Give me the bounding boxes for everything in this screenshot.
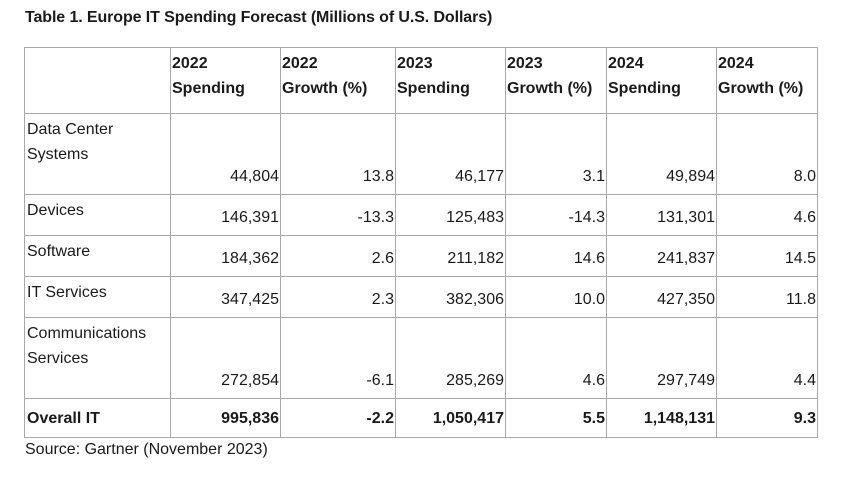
cell-value: 125,483 xyxy=(395,194,506,236)
table-row-it-services: IT Services 347,425 2.3 382,306 10.0 427… xyxy=(24,276,818,318)
cell-value: 347,425 xyxy=(170,276,281,318)
cell-value: 11.8 xyxy=(716,276,818,318)
row-label: Overall IT xyxy=(24,398,171,438)
row-label: Communications Services xyxy=(24,317,171,399)
row-label: Devices xyxy=(24,194,171,236)
col-header-2022-spending: 2022 Spending xyxy=(170,47,281,114)
table-row-software: Software 184,362 2.6 211,182 14.6 241,83… xyxy=(24,235,818,277)
table-row-communications-services: Communications Services 272,854 -6.1 285,… xyxy=(24,317,818,399)
table-row-devices: Devices 146,391 -13.3 125,483 -14.3 131,… xyxy=(24,194,818,236)
table-title: Table 1. Europe IT Spending Forecast (Mi… xyxy=(25,9,493,26)
source-note: Source: Gartner (November 2023) xyxy=(25,441,268,458)
cell-value: 4.6 xyxy=(716,194,818,236)
cell-value: -6.1 xyxy=(280,317,396,399)
cell-value: 2.6 xyxy=(280,235,396,277)
cell-value: 13.8 xyxy=(280,113,396,195)
table-row-overall-it: Overall IT 995,836 -2.2 1,050,417 5.5 1,… xyxy=(24,398,818,438)
cell-value: 8.0 xyxy=(716,113,818,195)
cell-value: 1,148,131 xyxy=(606,398,717,438)
row-label: Software xyxy=(24,235,171,277)
cell-value: -14.3 xyxy=(505,194,607,236)
cell-value: 2.3 xyxy=(280,276,396,318)
cell-value: 5.5 xyxy=(505,398,607,438)
row-label: Data Center Systems xyxy=(24,113,171,195)
header-corner xyxy=(24,47,171,114)
row-label: IT Services xyxy=(24,276,171,318)
col-header-2022-growth: 2022 Growth (%) xyxy=(280,47,396,114)
cell-value: 9.3 xyxy=(716,398,818,438)
cell-value: 1,050,417 xyxy=(395,398,506,438)
cell-value: 10.0 xyxy=(505,276,607,318)
cell-value: 14.5 xyxy=(716,235,818,277)
cell-value: 211,182 xyxy=(395,235,506,277)
cell-value: 184,362 xyxy=(170,235,281,277)
cell-value: 272,854 xyxy=(170,317,281,399)
col-header-2024-spending: 2024 Spending xyxy=(606,47,717,114)
cell-value: 14.6 xyxy=(505,235,607,277)
cell-value: 241,837 xyxy=(606,235,717,277)
cell-value: 44,804 xyxy=(170,113,281,195)
it-spending-table: 2022 Spending 2022 Growth (%) 2023 Spending… xyxy=(24,47,818,438)
cell-value: 995,836 xyxy=(170,398,281,438)
cell-value: -13.3 xyxy=(280,194,396,236)
cell-value: 131,301 xyxy=(606,194,717,236)
cell-value: 146,391 xyxy=(170,194,281,236)
table-row-data-center-systems: Data Center Systems 44,804 13.8 46,177 3.… xyxy=(24,113,818,195)
cell-value: 3.1 xyxy=(505,113,607,195)
col-header-2023-growth: 2023 Growth (%) xyxy=(505,47,607,114)
cell-value: 285,269 xyxy=(395,317,506,399)
cell-value: 46,177 xyxy=(395,113,506,195)
header-row: 2022 Spending 2022 Growth (%) 2023 Spending… xyxy=(24,47,818,114)
cell-value: 4.6 xyxy=(505,317,607,399)
cell-value: 382,306 xyxy=(395,276,506,318)
col-header-2024-growth: 2024 Growth (%) xyxy=(716,47,818,114)
cell-value: 297,749 xyxy=(606,317,717,399)
cell-value: -2.2 xyxy=(280,398,396,438)
cell-value: 49,894 xyxy=(606,113,717,195)
cell-value: 4.4 xyxy=(716,317,818,399)
col-header-2023-spending: 2023 Spending xyxy=(395,47,506,114)
cell-value: 427,350 xyxy=(606,276,717,318)
